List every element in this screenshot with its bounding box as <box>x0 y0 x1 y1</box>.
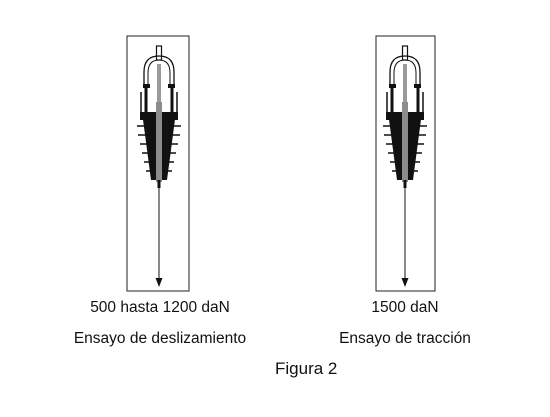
load-label-slip-test: 500 hasta 1200 daN <box>90 299 230 316</box>
clamp-slip-test <box>135 44 183 190</box>
test-name-tension-test: Ensayo de tracción <box>339 330 471 347</box>
force-arrow-head <box>401 278 409 287</box>
force-arrow-head <box>155 278 163 287</box>
figure-caption: Figura 2 <box>275 359 338 378</box>
test-name-slip-test: Ensayo de deslizamiento <box>73 330 247 347</box>
panel-frame <box>126 35 190 292</box>
load-label-tension-test: 1500 daN <box>371 299 439 316</box>
panel-slip-test <box>126 35 190 292</box>
clamp-tension-test <box>381 44 429 190</box>
panel-tension-test <box>375 35 436 292</box>
panel-frame <box>375 35 436 292</box>
